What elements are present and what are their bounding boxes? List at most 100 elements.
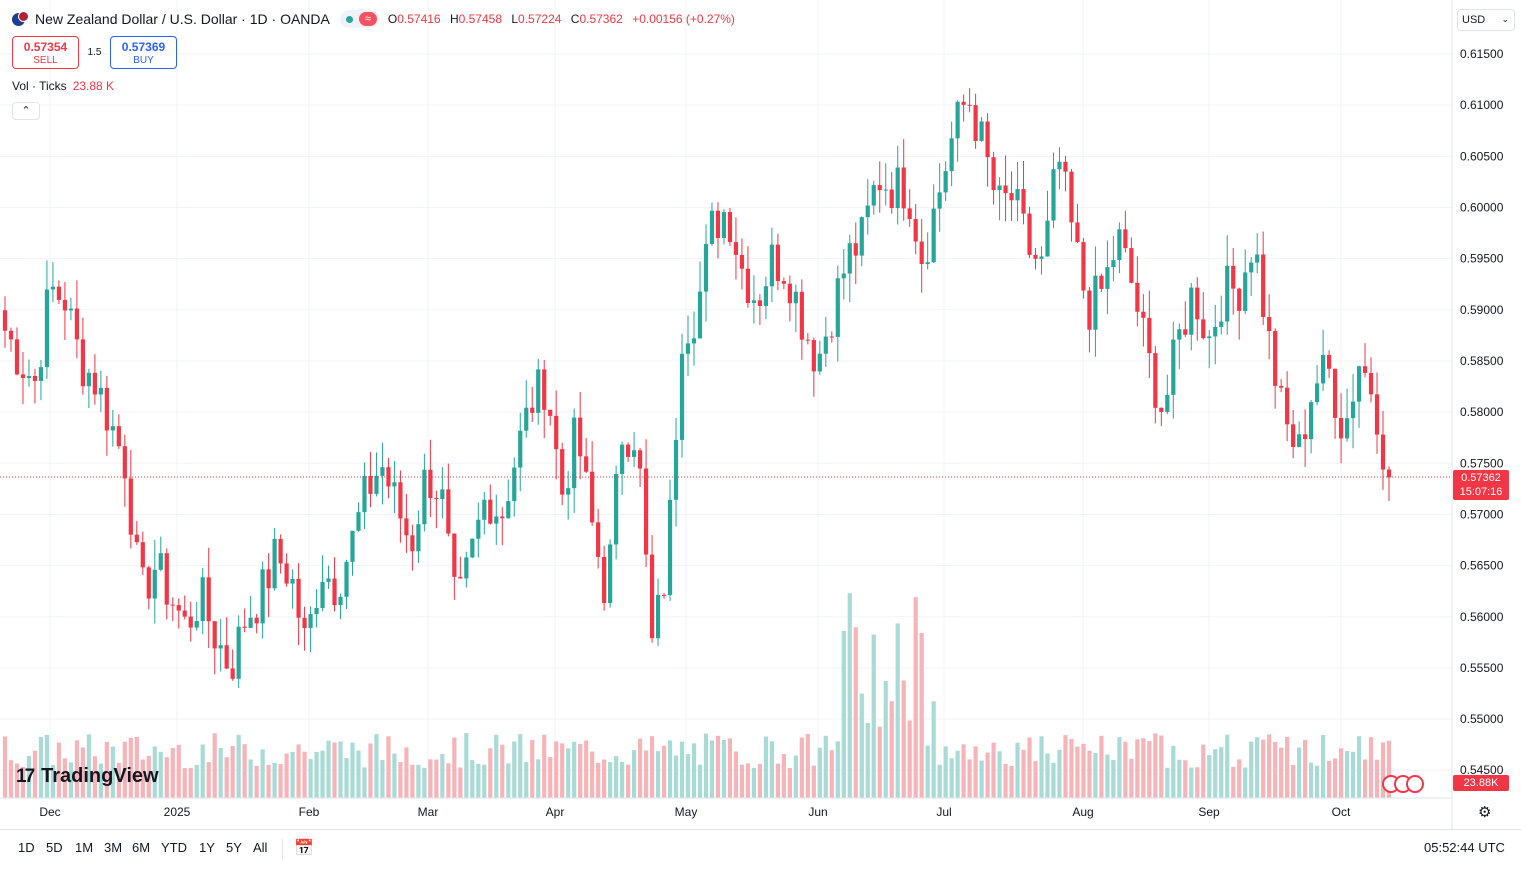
volume-bar	[805, 733, 810, 798]
candle-body	[578, 417, 583, 457]
candle-body	[1320, 354, 1326, 384]
candle-body	[889, 189, 894, 209]
volume-bar	[320, 750, 325, 798]
gear-icon[interactable]: ⚙	[1478, 804, 1492, 821]
close-value: 0.57362	[579, 12, 623, 26]
volume-bar	[620, 761, 625, 798]
buy-button[interactable]: 0.57369 BUY	[110, 36, 177, 69]
volume-bar	[1123, 741, 1128, 798]
volume-bar	[206, 762, 211, 798]
volume-bar	[1338, 748, 1344, 798]
volume-bar	[1219, 747, 1224, 798]
volume-bar	[1075, 746, 1080, 798]
candle-body	[62, 299, 68, 311]
range-button-5d[interactable]: 5D	[46, 840, 63, 855]
candle-body	[38, 367, 44, 381]
volume-bar	[128, 737, 133, 798]
sell-price: 0.57354	[23, 40, 68, 54]
candle-body	[709, 210, 715, 244]
candle-body	[20, 374, 26, 379]
market-status[interactable]: ≈	[339, 10, 379, 28]
candle-body	[1075, 222, 1080, 243]
volume-bar	[991, 742, 996, 798]
candle-body	[877, 185, 882, 191]
tradingview-logo[interactable]: 17 TradingView	[16, 765, 159, 788]
volume-bar	[835, 741, 840, 798]
range-button-1m[interactable]: 1M	[75, 840, 94, 855]
volume-bar	[745, 763, 751, 798]
range-button-6m[interactable]: 6M	[132, 840, 151, 855]
candle-body	[1303, 434, 1308, 440]
calendar-icon[interactable]: 📅	[294, 840, 314, 857]
volume-bar	[92, 756, 97, 798]
data-delayed-badge: ≈	[358, 12, 377, 26]
candle-body	[128, 478, 133, 535]
candle-body	[26, 376, 32, 379]
volume-legend[interactable]: Vol · Ticks 23.88 K	[12, 79, 114, 93]
price-tick-label: 0.59500	[1460, 252, 1504, 266]
candle-body	[1207, 336, 1212, 339]
range-button-5y[interactable]: 5Y	[226, 840, 242, 855]
chevron-up-icon[interactable]: ⌃	[12, 102, 40, 120]
currency-select[interactable]: USD ⌄	[1457, 9, 1515, 31]
volume-bar	[374, 734, 379, 798]
volume-bar	[1039, 736, 1044, 798]
volume-bar	[524, 761, 529, 798]
volume-bar	[943, 746, 948, 798]
utc-clock[interactable]: 05:52:44 UTC	[1424, 840, 1505, 855]
candle-body	[1159, 407, 1164, 412]
volume-bar	[1261, 739, 1266, 798]
volume-bar	[1183, 760, 1188, 798]
volume-bar	[458, 767, 463, 798]
volume-bar	[428, 759, 433, 798]
candle-body	[524, 407, 529, 431]
volume-bar	[1267, 734, 1272, 798]
symbol-title[interactable]: New Zealand Dollar / U.S. Dollar · 1D · …	[35, 11, 330, 27]
volume-bar	[823, 735, 828, 798]
volume-bar	[985, 752, 990, 798]
volume-bar	[877, 726, 882, 798]
volume-bar	[422, 767, 427, 798]
volume-bar	[380, 759, 385, 798]
candle-body	[446, 489, 451, 534]
volume-bar	[637, 738, 643, 798]
volume-bar	[266, 764, 271, 798]
range-button-1y[interactable]: 1Y	[199, 840, 215, 855]
candle-body	[967, 104, 972, 106]
volume-bar	[212, 733, 217, 798]
candle-body	[116, 426, 121, 447]
volume-bar	[482, 764, 487, 798]
candle-body	[1243, 272, 1248, 311]
candle-body	[655, 594, 661, 639]
time-tick-label: Jul	[936, 805, 951, 819]
range-button-1d[interactable]: 1D	[18, 840, 35, 855]
candle-body	[631, 450, 637, 457]
range-button-ytd[interactable]: YTD	[161, 840, 187, 855]
sell-button[interactable]: 0.57354 SELL	[12, 36, 79, 69]
candle-body	[146, 567, 151, 599]
ohlc-values: O0.57416 H0.57458 L0.57224 C0.57362 +0.0…	[388, 12, 741, 26]
candle-body	[1338, 417, 1344, 439]
candle-body	[212, 621, 217, 649]
candle-body	[1135, 282, 1140, 312]
volume-value: 23.88 K	[72, 79, 115, 93]
candle-body	[224, 645, 229, 669]
volume-bar	[56, 742, 62, 798]
range-button-3m[interactable]: 3M	[104, 840, 123, 855]
range-button-all[interactable]: All	[253, 840, 268, 855]
candle-body	[1045, 220, 1050, 257]
trade-panel: 0.57354 SELL 1.5 0.57369 BUY	[12, 36, 177, 69]
candle-body	[1279, 385, 1284, 388]
candle-body	[254, 617, 259, 624]
volume-bar	[859, 693, 864, 798]
candle-body	[679, 353, 685, 440]
candle-body	[1033, 254, 1038, 259]
events-flags-icon[interactable]	[1382, 775, 1424, 793]
candle-body	[416, 524, 421, 552]
candle-body	[667, 499, 673, 596]
volume-bar	[248, 759, 253, 798]
volume-bar	[1344, 751, 1350, 798]
volume-bar	[566, 748, 571, 798]
volume-bar	[464, 733, 469, 798]
